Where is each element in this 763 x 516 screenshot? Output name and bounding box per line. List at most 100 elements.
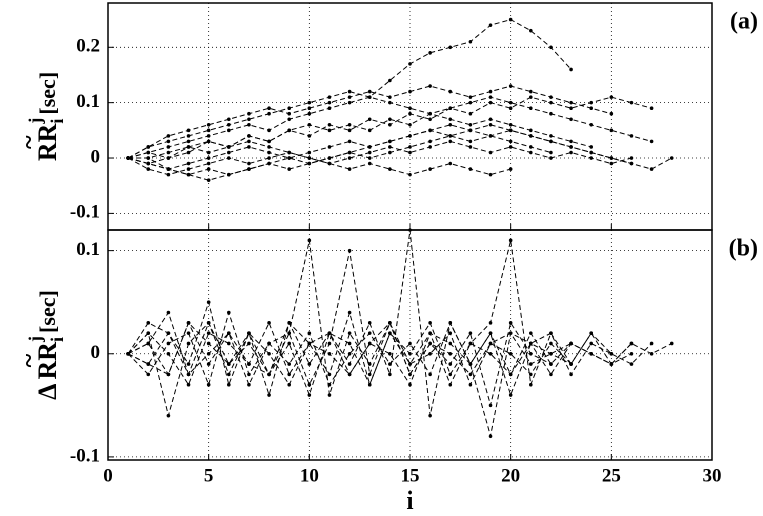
data-point <box>589 150 593 155</box>
x-tick-label: 30 <box>703 465 722 486</box>
data-point <box>307 156 312 160</box>
data-point <box>206 128 211 133</box>
data-point <box>649 341 654 346</box>
data-point <box>428 341 432 346</box>
data-point <box>227 156 231 160</box>
data-point <box>609 362 614 366</box>
data-point <box>448 89 453 94</box>
data-point <box>186 150 191 155</box>
data-point <box>428 372 432 377</box>
data-point <box>307 238 312 243</box>
data-point <box>508 100 513 105</box>
data-point <box>468 372 473 377</box>
data-point <box>428 111 432 116</box>
data-point <box>327 145 332 149</box>
data-point <box>529 382 533 387</box>
data-point <box>206 150 211 155</box>
data-point <box>408 172 412 177</box>
data-point <box>206 178 211 182</box>
series-line <box>128 124 632 176</box>
data-point <box>166 331 171 335</box>
data-point <box>347 156 352 160</box>
data-point <box>428 413 432 418</box>
data-point <box>267 128 271 133</box>
data-point <box>327 128 332 133</box>
data-point <box>488 321 493 325</box>
data-point <box>227 331 231 335</box>
data-point <box>468 123 473 127</box>
data-point <box>549 341 553 346</box>
data-point <box>529 372 533 377</box>
data-point <box>166 413 171 418</box>
data-point <box>508 128 513 133</box>
data-point <box>206 341 211 346</box>
data-point <box>388 150 392 155</box>
data-point <box>629 134 634 138</box>
data-point <box>488 23 493 27</box>
data-point <box>367 372 372 377</box>
data-point <box>146 161 151 166</box>
data-point <box>166 139 171 144</box>
data-point <box>327 161 332 166</box>
data-point <box>508 139 513 144</box>
data-point <box>508 331 513 335</box>
data-point <box>206 321 211 325</box>
data-point <box>186 172 191 177</box>
data-point <box>448 372 453 377</box>
data-point <box>569 362 573 366</box>
data-point <box>408 351 412 356</box>
series-line <box>128 140 511 176</box>
data-point <box>267 139 271 144</box>
data-point <box>206 139 211 144</box>
data-point <box>589 156 593 160</box>
data-point <box>287 341 292 346</box>
data-point <box>428 167 432 171</box>
data-point <box>408 134 412 138</box>
data-point <box>367 382 372 387</box>
series-line <box>127 240 572 396</box>
data-point <box>186 341 191 346</box>
data-point <box>327 372 332 377</box>
y-axis-label: RRij [sec] ~ <box>14 72 67 161</box>
data-point <box>589 106 593 110</box>
data-point <box>307 382 312 387</box>
data-point <box>408 228 412 232</box>
x-tick-label: 10 <box>300 465 319 486</box>
data-point <box>247 362 251 366</box>
y-label-unit: [sec] <box>35 290 60 333</box>
data-point <box>367 150 372 155</box>
data-point <box>307 106 312 110</box>
data-point <box>589 123 593 127</box>
x-tick-label: 5 <box>204 465 214 486</box>
y-tick-label: 0.1 <box>76 239 100 260</box>
data-point <box>367 145 372 149</box>
data-point <box>206 156 211 160</box>
data-point <box>388 123 392 127</box>
data-point <box>227 117 231 122</box>
data-point <box>468 145 473 149</box>
data-point <box>166 134 171 138</box>
data-point <box>287 117 292 122</box>
series-line <box>128 124 552 170</box>
data-point <box>186 128 191 133</box>
data-point <box>529 331 533 335</box>
data-point <box>488 331 493 335</box>
data-point <box>307 150 312 155</box>
data-point <box>347 372 352 377</box>
y-label-main: RR <box>33 342 62 380</box>
series-line <box>128 19 572 159</box>
data-point <box>227 128 231 133</box>
data-point <box>247 372 251 377</box>
data-point <box>186 362 191 366</box>
data-point <box>287 321 292 325</box>
data-point <box>569 139 573 144</box>
data-point <box>347 100 352 105</box>
data-point <box>569 117 573 122</box>
data-point <box>569 145 573 149</box>
panel: -0.1 0 0.1 0.2 (a) RRij [sec] ~ <box>14 2 758 231</box>
data-point <box>448 117 453 122</box>
data-point <box>287 150 292 155</box>
data-point <box>247 117 251 122</box>
data-point <box>267 111 271 116</box>
